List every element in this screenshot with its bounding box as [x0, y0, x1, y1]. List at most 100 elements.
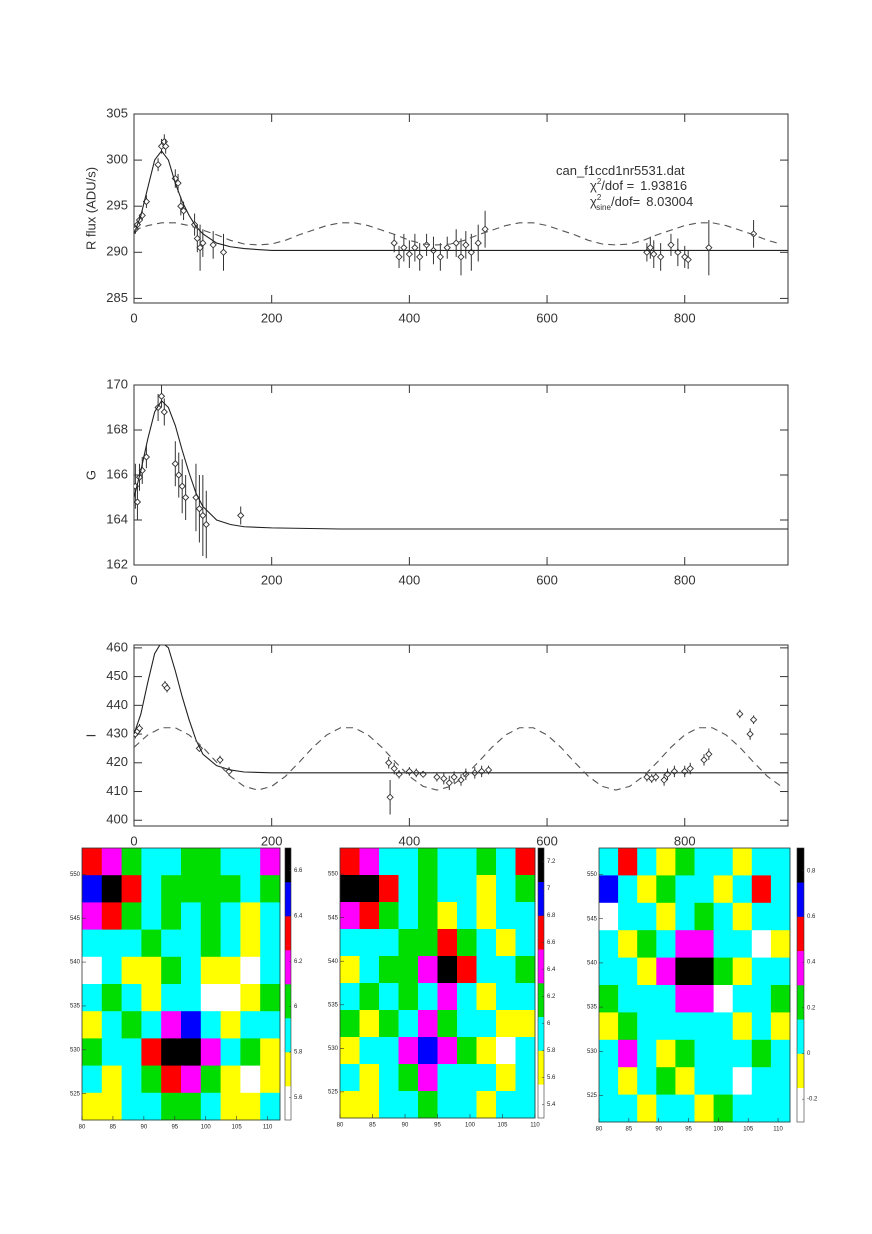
x-tick-label: 90	[141, 1125, 148, 1131]
heatmap-cell	[359, 848, 380, 876]
heatmap-cell	[751, 985, 772, 1013]
heatmap-cell	[675, 1039, 695, 1068]
y-tick-label: 535	[328, 1002, 339, 1008]
heatmap-cell	[240, 956, 261, 985]
x-tick-label: 80	[596, 1127, 603, 1133]
heatmap-cell	[713, 1012, 734, 1041]
data-point	[157, 392, 166, 400]
heatmap-cell	[340, 929, 360, 957]
x-tick-label: 100	[713, 1127, 724, 1133]
x-tick-label: 85	[110, 1125, 117, 1131]
data-point	[450, 773, 458, 781]
y-tick-label: 420	[106, 754, 128, 769]
data-point	[135, 724, 144, 732]
heatmap-cell	[379, 1064, 399, 1092]
colorbar-tick-label: 6.4	[294, 914, 303, 920]
x-tick-label: 100	[201, 1125, 212, 1131]
heatmap-cell	[637, 985, 657, 1013]
y-tick-label: 525	[70, 1091, 81, 1097]
heatmap-cell	[618, 902, 638, 931]
heatmap-cell	[359, 983, 380, 1011]
heatmap-cell	[379, 848, 399, 876]
heatmap-cell	[220, 1011, 241, 1039]
heatmap-cell	[694, 957, 714, 986]
heatmap-cell	[599, 930, 619, 958]
heatmap-cell	[379, 929, 399, 957]
heatmap-cell	[240, 929, 261, 958]
x-tick-label: 400	[399, 572, 421, 587]
heatmap-cell	[457, 1091, 477, 1119]
heatmap-cell	[496, 956, 516, 984]
heatmap-cell	[82, 1038, 103, 1066]
annotation: χ2/dof = 1.93816	[590, 177, 687, 193]
y-tick-label: 430	[106, 726, 128, 741]
y-tick-label: 545	[328, 915, 339, 921]
heatmap-cell	[101, 1038, 122, 1066]
x-tick-label: 105	[497, 1123, 508, 1129]
heatmap-cell	[496, 1010, 516, 1038]
heatmap-cell	[599, 902, 619, 931]
heatmap-cell	[694, 848, 714, 876]
heatmap-cell	[398, 1037, 419, 1065]
heatmap-cell	[101, 929, 122, 958]
heatmap-cell	[220, 1092, 241, 1121]
heatmap-cell	[457, 902, 477, 930]
data-point	[686, 764, 694, 773]
heatmap-cell	[599, 1067, 619, 1095]
heatmap-cell	[675, 902, 695, 931]
data-point	[202, 520, 210, 529]
data-point	[684, 256, 692, 264]
heatmap-cell	[637, 930, 657, 958]
data-point	[390, 239, 398, 247]
colorbar-segment	[285, 916, 291, 951]
heatmap-cell	[515, 875, 536, 903]
data-point	[195, 744, 204, 753]
heatmap-cell	[121, 929, 142, 958]
heatmap-cell	[476, 956, 497, 984]
data-point	[181, 493, 190, 502]
colorbar-tick-label: 6.6	[547, 940, 556, 946]
heatmap-cell	[340, 1037, 360, 1065]
heatmap-cell	[496, 848, 516, 876]
heatmap-cell	[161, 902, 182, 930]
heatmap-cell	[457, 1010, 477, 1038]
colorbar-tick-label: 5.8	[294, 1050, 303, 1056]
data-point	[652, 773, 660, 781]
heatmap-cell	[713, 848, 734, 876]
data-point	[478, 767, 486, 776]
annotation-value: 1.93816	[640, 178, 687, 193]
y-tick-label: 530	[328, 1046, 339, 1052]
heatmap-cell	[770, 1012, 791, 1041]
colorbar-frame	[284, 847, 292, 1121]
data-point	[154, 161, 162, 169]
heatmap-cell	[751, 848, 772, 876]
annotation-text: can_f1ccd1nr5531.dat	[556, 163, 685, 178]
x-tick-label: 600	[536, 572, 558, 587]
heatmap-cell	[457, 1064, 477, 1092]
heatmap-cell	[770, 1094, 791, 1123]
colorbar-tick-label: 5.4	[547, 1102, 556, 1108]
colorbar-tick-label: 0.4	[807, 960, 816, 966]
heatmap-cell	[260, 956, 281, 985]
heatmap-cell	[599, 1012, 619, 1041]
heatmap-cell	[141, 956, 162, 985]
x-tick-label: 0	[130, 310, 137, 325]
data-point	[160, 408, 168, 416]
heatmap-cell	[181, 1011, 202, 1039]
heatmap-cell	[713, 957, 734, 986]
colorbar-tick-label: 7.2	[547, 859, 556, 865]
x-tick-label: 600	[536, 310, 558, 325]
colorbar-tick-label: 6	[294, 1004, 298, 1010]
colorbar-segment	[538, 949, 544, 984]
heatmap-cell	[101, 1011, 122, 1039]
heatmap-cell	[675, 1012, 695, 1041]
heatmap-cell	[656, 902, 676, 931]
heatmap-cell	[694, 875, 714, 904]
data-point	[175, 471, 183, 479]
x-tick-label: 200	[261, 833, 283, 848]
heatmap-cell	[379, 902, 399, 930]
heatmap: 80 85 90 95 100 105 110 525 530 535 540 545 550 -0.2 0…	[587, 847, 818, 1133]
heatmap-cell	[770, 875, 791, 904]
heatmap-cell	[732, 985, 753, 1013]
colorbar-tick-label: 6.2	[294, 959, 303, 965]
